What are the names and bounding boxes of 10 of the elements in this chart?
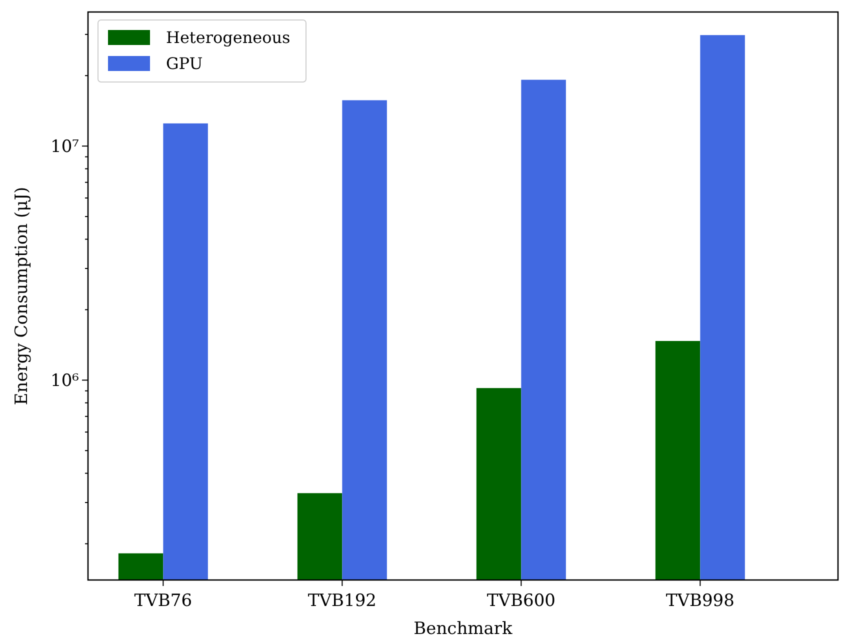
y-tick-label: 10⁶ xyxy=(50,371,80,392)
legend-label: GPU xyxy=(166,54,203,73)
y-tick-label: 10⁷ xyxy=(50,137,80,158)
x-tick-label: TVB76 xyxy=(134,591,192,611)
x-tick-label: TVB600 xyxy=(486,591,556,611)
x-tick-label: TVB998 xyxy=(666,591,734,611)
x-tick-label: TVB192 xyxy=(308,591,376,611)
legend-label: Heterogeneous xyxy=(166,28,290,47)
y-axis-title: Energy Consumption (μJ) xyxy=(12,186,32,406)
x-axis-title: Benchmark xyxy=(414,619,514,639)
